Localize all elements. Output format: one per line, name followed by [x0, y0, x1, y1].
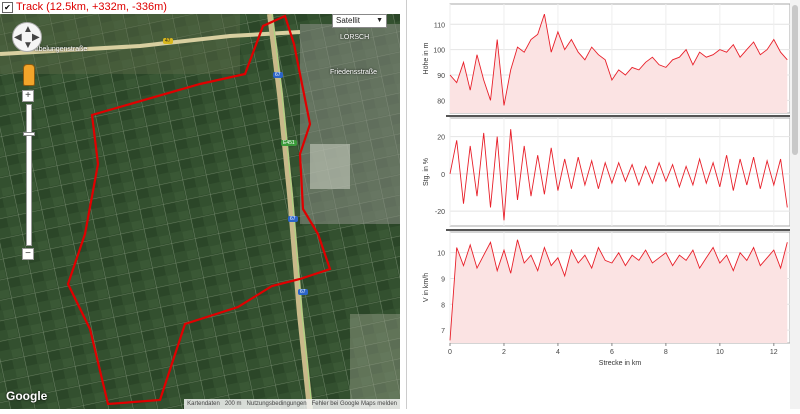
scrollbar-thumb[interactable]	[792, 5, 798, 155]
y-tick-label: 110	[434, 22, 445, 29]
panel-divider	[406, 0, 407, 409]
map-type-value: Satellit	[336, 16, 361, 25]
street-view-pegman-icon[interactable]	[23, 64, 35, 86]
series-area-1	[450, 14, 788, 114]
series-line-1	[449, 13, 788, 106]
y-tick-label: 100	[433, 48, 445, 55]
road-shield-a67: 67	[273, 72, 283, 78]
series-line-3	[449, 239, 788, 341]
y-axis-label-2: Stg. in %	[423, 158, 430, 186]
y-tick-label: 10	[437, 251, 445, 258]
place-label-nibelungenstrasse: Nibelungenstraße	[32, 46, 88, 53]
profile-charts: 80 90 100 110 Höhe in m -20 0 20 Stg. in % 7 8 9 10 V…	[400, 0, 800, 409]
map-scale: 200 m	[224, 401, 242, 407]
google-logo[interactable]: Google	[6, 389, 48, 403]
x-tick-label: 6	[610, 349, 614, 356]
x-tick-label: 12	[770, 349, 778, 356]
map-attribution-bar: Kartendaten 200 m Nutzungsbedingungen Fe…	[184, 399, 400, 409]
y-tick-label: 7	[441, 328, 445, 335]
chevron-down-icon: ▼	[376, 17, 383, 24]
zoom-out-button[interactable]: −	[22, 248, 34, 260]
track-checkbox[interactable]: ✔	[2, 1, 13, 13]
zoom-slider-handle[interactable]	[23, 132, 35, 136]
report-error-link[interactable]: Fehler bei Google Maps melden	[311, 401, 397, 407]
road-shield-a67-3: 67	[298, 289, 308, 295]
pan-control[interactable]: ▲ ▼ ◀ ▶	[12, 22, 42, 52]
zoom-control: + −	[22, 90, 35, 260]
road-shield-a67-2: 67	[288, 216, 298, 222]
track-label: Track (12.5km, +332m, -336m)	[16, 1, 167, 13]
zoom-slider-track[interactable]	[26, 104, 32, 246]
y-tick-label: 80	[437, 98, 445, 105]
y-axis-label-1: Höhe in m	[423, 42, 430, 74]
series-line-2	[449, 129, 788, 221]
y-tick-label: -20	[435, 209, 445, 216]
pan-left-icon[interactable]: ◀	[14, 32, 22, 43]
y-tick-label: 90	[437, 73, 445, 80]
series-area-3	[450, 239, 788, 343]
y-tick-label: 9	[441, 276, 445, 283]
x-tick-label: 4	[556, 349, 560, 356]
place-label-friedensstrasse: Friedensstraße	[330, 69, 378, 76]
y-tick-label: 0	[441, 172, 445, 179]
terms-link[interactable]: Nutzungsbedingungen	[246, 401, 307, 407]
x-tick-label: 2	[502, 349, 506, 356]
satellite-map[interactable]: LORSCH Nibelungenstraße Friedensstraße 4…	[0, 14, 400, 409]
zoom-in-button[interactable]: +	[22, 90, 34, 102]
y-tick-label: 20	[437, 135, 445, 142]
road-shield-47: 47	[163, 38, 173, 44]
track-header: ✔ Track (12.5km, +332m, -336m)	[0, 0, 400, 14]
vertical-scrollbar[interactable]	[790, 0, 800, 409]
x-axis-label: Strecke in km	[599, 360, 642, 367]
y-tick-label: 8	[441, 302, 445, 309]
road-shield-e451: E451	[281, 140, 297, 146]
x-tick-label: 10	[716, 349, 724, 356]
track-route	[66, 14, 332, 406]
pan-up-icon[interactable]: ▲	[23, 24, 33, 35]
pan-down-icon[interactable]: ▼	[23, 40, 33, 51]
x-tick-label: 8	[664, 349, 668, 356]
x-tick-label: 0	[448, 349, 452, 356]
y-axis-label-3: V in km/h	[423, 273, 430, 302]
place-label-lorsch: LORSCH	[340, 34, 370, 41]
map-data-link[interactable]: Kartendaten	[187, 401, 220, 407]
pan-right-icon[interactable]: ▶	[32, 32, 40, 43]
chart-panel-2	[449, 117, 791, 227]
map-type-select[interactable]: Satellit ▼	[332, 14, 387, 28]
map-imagery	[0, 14, 400, 409]
